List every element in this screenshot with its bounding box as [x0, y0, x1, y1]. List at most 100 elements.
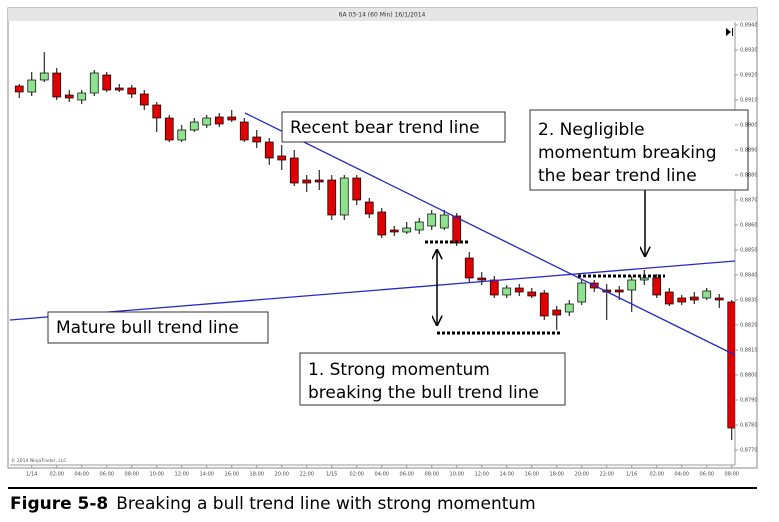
annotation: Mature bull trend line	[47, 311, 269, 344]
annotation-box	[299, 352, 566, 406]
x-tick-label: 22:00	[600, 472, 614, 478]
x-tick-label: 08:00	[725, 472, 739, 478]
x-tick-label: 1/16	[626, 472, 637, 478]
candle-body	[64, 94, 74, 99]
candle-body	[77, 92, 87, 101]
annotation: Recent bear trend line	[281, 111, 506, 143]
y-tick-label: 0.8940	[740, 23, 758, 29]
candle-body	[414, 221, 424, 231]
x-tick-label: 12:00	[175, 472, 189, 478]
candle-body	[714, 297, 724, 301]
title-bar	[8, 8, 757, 21]
y-tick-label: 0.8840	[740, 273, 758, 279]
candle-body	[39, 72, 49, 81]
y-tick-label: 0.8860	[740, 223, 758, 229]
candle-body	[252, 136, 262, 143]
x-tick-label: 08:00	[425, 472, 439, 478]
x-tick-label: 02:00	[350, 472, 364, 478]
annotation-text: breaking the bull trend line	[308, 383, 539, 403]
candle-body	[289, 157, 299, 184]
candle-body	[427, 213, 437, 227]
x-tick-label: 02:00	[650, 472, 664, 478]
candle-body	[577, 282, 587, 303]
y-tick-label: 0.8850	[740, 248, 758, 254]
candle-body	[727, 301, 735, 429]
annotation-text: the bear trend line	[538, 166, 697, 186]
bear-trend-line	[244, 112, 736, 356]
candle-body	[152, 104, 162, 119]
candle-body	[527, 291, 537, 297]
y-tick-label: 0.8810	[740, 348, 758, 354]
annotation-box	[529, 109, 749, 191]
y-tick-label: 0.8900	[740, 123, 758, 129]
y-tick-label: 0.8910	[740, 98, 758, 104]
x-tick-label: 02:00	[50, 472, 64, 478]
candle-body	[302, 179, 312, 184]
candle-body	[564, 303, 574, 313]
candle-body	[477, 277, 487, 281]
candle-body	[352, 177, 362, 201]
candle-body	[689, 296, 699, 301]
candle-body	[514, 287, 524, 293]
x-tick-label: 20:00	[575, 472, 589, 478]
candle-body	[27, 79, 37, 93]
candle-body	[164, 117, 174, 141]
annotation-text: Mature bull trend line	[56, 318, 239, 338]
y-tick-label: 0.8820	[740, 323, 758, 329]
x-tick-label: 1/15	[326, 472, 337, 478]
annotation: 2. Negligible momentum breaking the bear…	[529, 109, 749, 191]
y-tick-label: 0.8870	[740, 198, 758, 204]
x-tick-label: 20:00	[275, 472, 289, 478]
candle-body	[627, 279, 637, 291]
y-tick-label: 0.8800	[740, 373, 758, 379]
candle-body	[489, 279, 499, 296]
candle-body	[652, 277, 662, 296]
candle-body	[402, 227, 412, 233]
x-tick-label: 04:00	[75, 472, 89, 478]
y-tick-label: 0.8930	[740, 48, 758, 54]
candle-body	[327, 179, 337, 216]
annotation-text: momentum breaking	[538, 143, 717, 163]
x-tick-label: 04:00	[375, 472, 389, 478]
candle-body	[52, 72, 62, 98]
candle-body	[552, 309, 562, 316]
candle-body	[364, 201, 374, 215]
candle-body	[189, 121, 199, 131]
x-tick-label: 22:00	[300, 472, 314, 478]
figure-caption: Figure 5-8 Breaking a bull trend line wit…	[10, 494, 536, 514]
x-tick-label: 18:00	[550, 472, 564, 478]
x-tick-label: 14:00	[500, 472, 514, 478]
scroll-icon	[726, 28, 733, 36]
candle-body	[127, 87, 137, 95]
chart-title: 6A 03-14 (60 Min) 16/1/2014	[339, 12, 426, 19]
y-tick-label: 0.8830	[740, 298, 758, 304]
y-tick-label: 0.8790	[740, 398, 758, 404]
candle-body	[439, 214, 449, 229]
candle-body	[202, 117, 212, 126]
candle-body	[89, 72, 99, 94]
bull-trend-line	[9, 260, 736, 321]
annotation-text: Recent bear trend line	[290, 118, 480, 138]
candle-body	[464, 257, 474, 279]
x-tick-label: 06:00	[100, 472, 114, 478]
x-tick-label: 1/14	[26, 472, 37, 478]
candle-body	[677, 297, 687, 303]
x-tick-label: 18:00	[250, 472, 264, 478]
y-tick-label: 0.8770	[740, 448, 758, 454]
candle-body	[539, 292, 549, 317]
x-tick-label: 16:00	[225, 472, 239, 478]
annotation-text: 2. Negligible	[538, 120, 645, 140]
x-tick-label: 06:00	[400, 472, 414, 478]
candle-body	[114, 87, 124, 91]
candle-body	[339, 177, 349, 216]
x-tick-label: 06:00	[700, 472, 714, 478]
candle-body	[614, 289, 624, 293]
trend-lines	[9, 112, 736, 356]
x-tick-label: 10:00	[150, 472, 164, 478]
candle-body	[239, 121, 249, 141]
candle-body	[389, 229, 399, 233]
candle-body	[664, 291, 674, 305]
x-tick-label: 16:00	[525, 472, 539, 478]
